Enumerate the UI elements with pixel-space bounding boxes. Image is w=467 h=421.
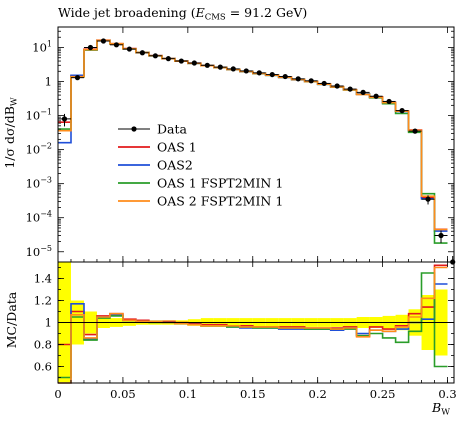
legend-label-2: OAS2 (157, 158, 193, 173)
chart-title: Wide jet broadening (ECMS = 91.2 GeV) (58, 5, 307, 23)
data-point (204, 62, 210, 68)
data-point (373, 93, 379, 99)
data-point (113, 42, 120, 48)
data-point (217, 64, 223, 70)
legend-label-0: Data (157, 122, 187, 137)
data-point (295, 76, 301, 82)
ratio-line-4 (58, 266, 448, 384)
data-point (386, 98, 392, 105)
data-point (269, 71, 275, 78)
data-point (178, 58, 184, 64)
ratio-y-tick-label: 1 (45, 316, 52, 330)
x-tick-label: 0.3 (438, 387, 456, 401)
y-axis-label: 1/σ dσ/dBW (2, 97, 20, 169)
data-point (282, 73, 288, 80)
data-point (165, 56, 171, 62)
y-tick-label: 101 (32, 39, 52, 54)
y-tick-label: 10−5 (26, 244, 52, 259)
data-point (321, 80, 327, 87)
y-tick-label: 10−4 (26, 210, 52, 225)
x-tick-labels: 0 0.05 0.1 0.15 0.2 0.25 0.3 (54, 387, 456, 401)
data-point (74, 75, 81, 81)
data-point (412, 128, 418, 134)
data-point (87, 44, 94, 51)
x-tick-label: 0.05 (110, 387, 136, 401)
data-point (438, 232, 444, 239)
data-point (243, 68, 249, 74)
data-point (308, 78, 314, 84)
x-tick-label: 0.25 (370, 387, 396, 401)
ratio-y-tick-label: 0.6 (34, 360, 52, 374)
legend-label-4: OAS 2 FSPT2MIN 1 (157, 194, 283, 209)
ratio-y-axis-label: MC/Data (4, 291, 19, 348)
data-point (230, 66, 236, 72)
ratio-line-2 (58, 283, 448, 384)
main-y-tick-labels: 101 1 10−1 10−2 10−3 10−4 10−5 (26, 39, 52, 258)
data-point (425, 196, 431, 202)
data-point (191, 60, 197, 66)
data-point (399, 108, 405, 114)
legend-data-marker (131, 126, 137, 132)
x-tick-label: 0 (54, 387, 61, 401)
ratio-series-lines (58, 264, 448, 384)
ratio-axis-ticks (57, 262, 454, 383)
data-point (126, 46, 133, 52)
x-tick-label: 0.1 (179, 387, 197, 401)
main-data-points (58, 38, 456, 265)
x-axis-label: BW (431, 400, 450, 418)
main-plot-frame (57, 26, 455, 263)
y-tick-label: 10−1 (26, 108, 52, 123)
ratio-y-tick-label: 1.4 (34, 272, 52, 286)
data-point (360, 89, 366, 95)
data-point (256, 70, 262, 76)
y-tick-label: 10−3 (26, 176, 52, 191)
legend-label-3: OAS 1 FSPT2MIN 1 (157, 176, 283, 191)
ratio-y-tick-label: 0.8 (34, 338, 52, 352)
ratio-plot: 0.6 0.8 1 1.2 1.4 (34, 261, 455, 384)
main-axis-ticks (57, 27, 454, 262)
data-point (152, 53, 158, 59)
legend: Data OAS 1 OAS2 OAS 1 FSPT2MIN 1 OAS 2 FSPT2… (118, 122, 283, 209)
y-tick-label: 10−2 (26, 142, 52, 157)
x-tick-label: 0.15 (240, 387, 266, 401)
main-plot: 101 1 10−1 10−2 10−3 10−4 10−5 (26, 26, 456, 265)
ratio-y-tick-labels: 0.6 0.8 1 1.2 1.4 (34, 272, 52, 374)
y-tick-label: 1 (45, 75, 52, 89)
data-point (139, 50, 145, 56)
legend-label-1: OAS 1 (157, 140, 197, 155)
data-point (347, 86, 353, 92)
data-point (100, 38, 107, 44)
data-point (61, 116, 68, 122)
ratio-line-1 (58, 264, 448, 346)
data-point (334, 83, 340, 89)
ratio-y-tick-label: 1.2 (34, 294, 52, 308)
x-tick-label: 0.2 (309, 387, 327, 401)
